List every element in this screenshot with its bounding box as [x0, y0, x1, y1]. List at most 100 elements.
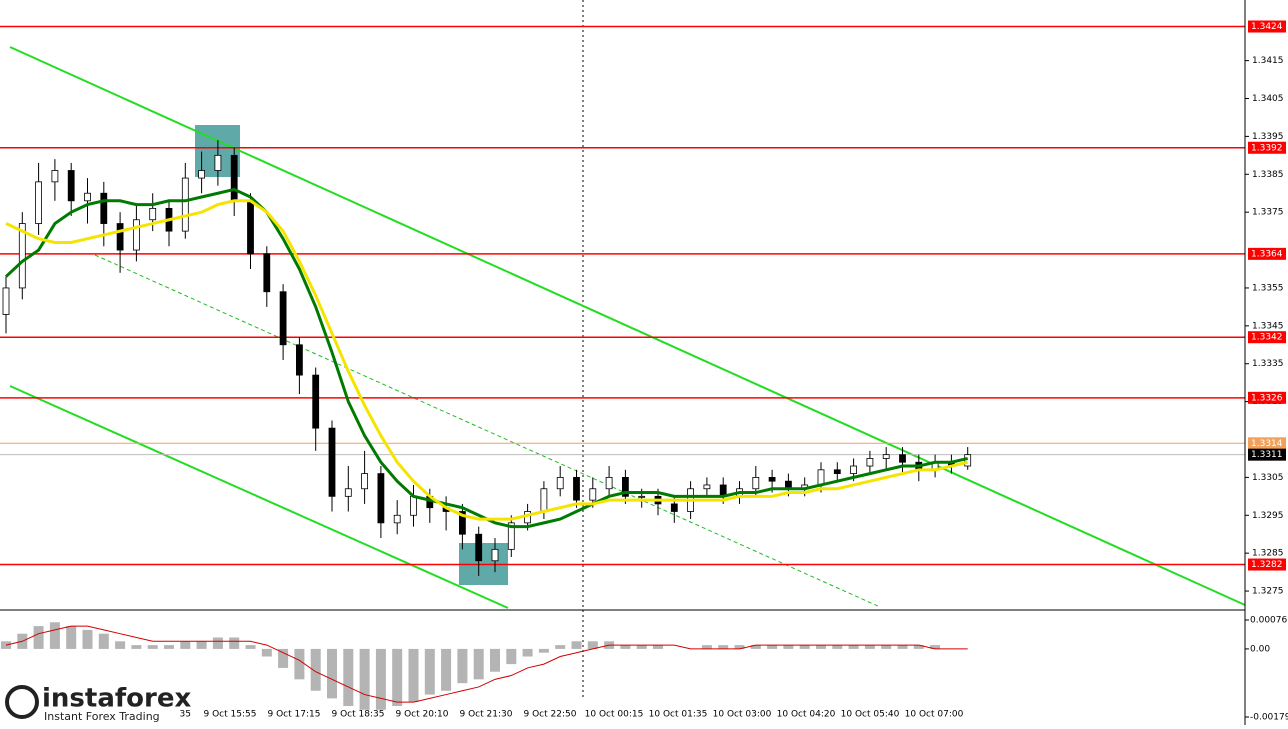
macd-bar	[881, 645, 892, 649]
x-tick-label: 9 Oct 15:55	[204, 710, 257, 720]
macd-bar	[897, 645, 908, 649]
y-tick-label: 1.3345	[1252, 321, 1284, 331]
macd-bar	[229, 637, 240, 649]
candle-body	[18, 223, 26, 289]
candle-body	[638, 495, 646, 498]
candle-body	[67, 170, 75, 202]
level-box	[1248, 141, 1286, 154]
macd-bar	[343, 648, 354, 706]
candle-body	[817, 469, 825, 486]
macd-bar	[115, 641, 126, 649]
macd-bar	[310, 648, 321, 691]
macd-bar	[816, 645, 826, 649]
level-label: 1.3282	[1251, 560, 1283, 570]
candle-body	[198, 170, 206, 179]
candle-body	[2, 287, 10, 315]
candle-body	[149, 207, 157, 221]
macd-bar	[555, 645, 566, 649]
y-tick-label: 1.3295	[1252, 511, 1284, 521]
macd-bar	[636, 645, 647, 649]
trend-line	[94, 254, 881, 608]
y-tick-label: 1.3335	[1252, 359, 1284, 369]
y-tick-label: 1.3355	[1252, 283, 1284, 293]
moving-average	[5, 199, 969, 521]
macd-bar	[832, 645, 843, 649]
x-tick-label: 9 Oct 17:15	[268, 710, 321, 720]
candle-body	[752, 476, 760, 490]
macd-bar	[375, 648, 386, 710]
candle-body	[850, 465, 857, 475]
macd-bar	[294, 648, 305, 680]
candle-body	[312, 374, 320, 429]
candle-body	[458, 511, 466, 535]
axis: 1.3415 1.3405 1.3395 1.3385 1.3375 1.3355 1.33…	[180, 20, 1288, 723]
brand-tagline: Instant Forex Trading	[44, 710, 160, 723]
candle-body	[344, 488, 352, 497]
macd-bar	[506, 648, 517, 665]
macd-bar	[848, 645, 859, 649]
candle-body	[703, 484, 711, 490]
candle-body	[573, 476, 580, 501]
macd-bar	[441, 648, 452, 691]
level-label: 1.3326	[1251, 393, 1283, 403]
macd-bar	[718, 645, 729, 649]
level-label: 1.3392	[1251, 143, 1283, 153]
macd-bar	[734, 645, 745, 649]
candle-body	[491, 548, 499, 562]
macd-bar	[571, 641, 582, 649]
candle-body	[116, 223, 124, 251]
macd-signal	[5, 625, 968, 703]
macd-bar	[587, 641, 598, 649]
candle-body	[393, 514, 401, 524]
candle-body	[475, 533, 483, 562]
candle-body	[132, 219, 140, 251]
x-tick-label: 9 Oct 18:35	[332, 710, 385, 720]
level-box	[1248, 247, 1286, 260]
macd-bar	[701, 645, 712, 649]
macd-bar	[930, 645, 941, 649]
y-tick-label: 1.3395	[1252, 132, 1284, 142]
macd-bar	[212, 637, 223, 649]
macd-bar	[131, 645, 142, 649]
macd-bar	[913, 645, 924, 649]
macd-bar	[147, 645, 158, 649]
level-label: 1.3364	[1251, 249, 1283, 259]
y-tick-label: 1.3375	[1252, 208, 1284, 218]
macd-bar	[261, 648, 272, 657]
candle-body	[230, 154, 238, 202]
macd-bar	[392, 648, 403, 706]
candle-body	[214, 154, 222, 171]
macd-bar	[864, 645, 875, 649]
macd-bar	[33, 626, 44, 649]
macd-bar	[799, 645, 810, 649]
candle-body	[556, 476, 564, 490]
macd-bar	[538, 648, 549, 653]
x-tick-label: 9 Oct 21:30	[460, 710, 513, 720]
level-label: 1.3424	[1251, 22, 1283, 32]
macd-bar	[98, 633, 109, 649]
candle-body	[410, 495, 417, 516]
bid-box	[1248, 437, 1286, 450]
candle-body	[670, 503, 678, 512]
x-tick-label: 9 Oct 22:50	[524, 710, 577, 720]
candle-body	[866, 458, 874, 467]
macd-bar	[359, 648, 370, 710]
y-tick-label: 1.3385	[1252, 170, 1284, 180]
candle-body	[507, 522, 515, 550]
candle-body	[35, 181, 42, 224]
candle-body	[263, 253, 271, 293]
macd-bar	[473, 648, 484, 680]
macd-bar	[653, 645, 663, 649]
macd-bar	[66, 626, 77, 649]
macd-bar	[180, 641, 191, 649]
plot	[0, 25, 1245, 710]
macd-bar	[522, 648, 533, 657]
x-tick-label: 9 Oct 20:10	[396, 710, 449, 720]
candle-body	[181, 177, 189, 232]
macd-bar	[278, 648, 289, 668]
candle-body	[51, 170, 59, 183]
macd-bar	[457, 648, 468, 684]
